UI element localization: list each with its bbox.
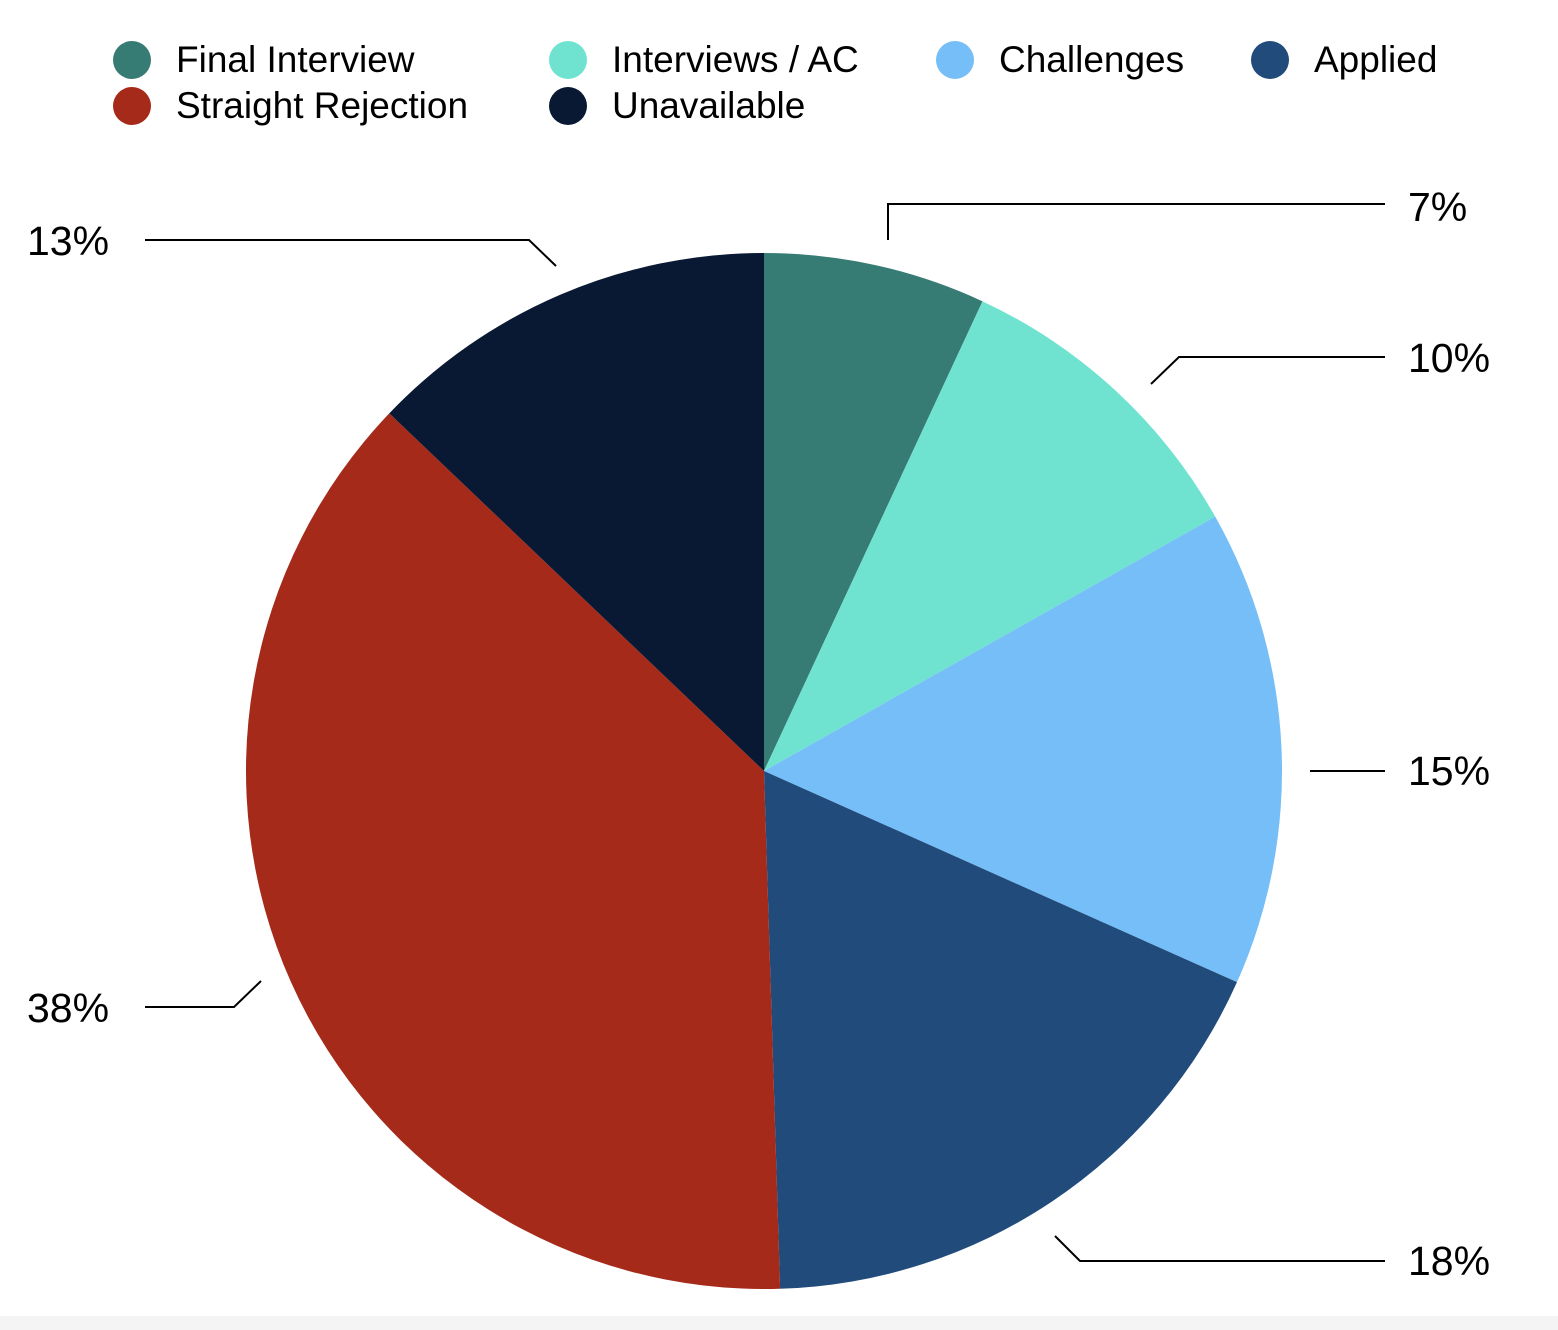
- data-label-interviews-ac: 10%: [1408, 335, 1491, 381]
- data-label-unavailable: 13%: [27, 218, 110, 264]
- leader-line-unavailable: [145, 239, 557, 267]
- legend-label-challenges: Challenges: [999, 39, 1185, 80]
- bottom-edge: [0, 1316, 1558, 1330]
- pie-slice-interviews-ac[interactable]: [764, 301, 1216, 771]
- legend-item-challenges[interactable]: Challenges: [936, 40, 1184, 80]
- pie-slice-unavailable[interactable]: [389, 253, 764, 771]
- legend-swatch-applied: [1251, 41, 1289, 79]
- legend-label-unavailable: Unavailable: [612, 85, 806, 126]
- leader-line-applied: [1054, 1235, 1385, 1262]
- leader-line-interviews-ac: [1150, 356, 1385, 385]
- legend-swatch-unavailable: [549, 87, 587, 125]
- legend-swatch-interviews-ac: [549, 41, 587, 79]
- legend-swatch-challenges: [936, 41, 974, 79]
- leader-lines: [145, 203, 1385, 1262]
- data-label-final-interview: 7%: [1408, 184, 1468, 230]
- legend-label-final-interview: Final Interview: [176, 39, 415, 80]
- pie-slice-straight-rejection[interactable]: [245, 413, 781, 1290]
- legend-item-straight-rejection[interactable]: Straight Rejection: [113, 86, 468, 126]
- data-label-challenges: 15%: [1408, 748, 1491, 794]
- pie-slice-final-interview[interactable]: [764, 253, 983, 771]
- legend-item-unavailable[interactable]: Unavailable: [549, 86, 805, 126]
- leader-line-final-interview: [887, 203, 1385, 240]
- data-label-straight-rejection: 38%: [27, 985, 110, 1031]
- leader-line-straight-rejection: [145, 980, 262, 1008]
- pie-slice-challenges[interactable]: [764, 516, 1282, 983]
- legend-item-applied[interactable]: Applied: [1251, 40, 1437, 80]
- legend-swatch-final-interview: [113, 41, 151, 79]
- pie-slice-applied[interactable]: [764, 771, 1237, 1289]
- legend-label-interviews-ac: Interviews / AC: [612, 39, 859, 80]
- data-label-applied: 18%: [1408, 1238, 1491, 1284]
- legend-item-interviews-ac[interactable]: Interviews / AC: [549, 40, 859, 80]
- legend-item-final-interview[interactable]: Final Interview: [113, 40, 415, 80]
- legend-swatch-straight-rejection: [113, 87, 151, 125]
- legend-label-applied: Applied: [1314, 39, 1438, 80]
- legend-label-straight-rejection: Straight Rejection: [176, 85, 469, 126]
- pie-slices: [245, 253, 1282, 1290]
